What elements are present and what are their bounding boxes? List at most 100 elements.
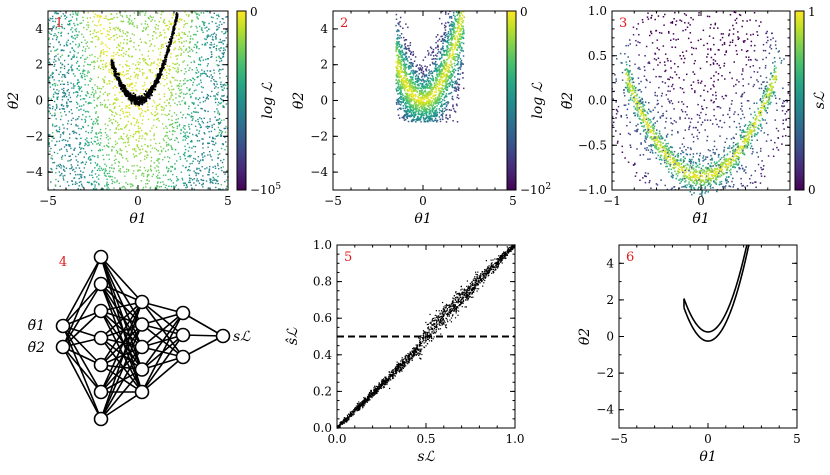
data-point — [163, 183, 165, 186]
curve-point — [113, 67, 115, 69]
data-point — [78, 146, 81, 149]
data-point — [197, 120, 199, 123]
data-point — [437, 69, 439, 71]
data-point — [423, 90, 426, 93]
data-point — [202, 72, 204, 75]
data-point — [98, 15, 101, 17]
data-point — [171, 133, 174, 136]
data-point — [192, 111, 195, 113]
data-point — [412, 54, 414, 56]
data-point — [207, 34, 209, 36]
data-point — [158, 62, 161, 64]
data-point — [193, 188, 195, 190]
data-point — [186, 160, 188, 162]
data-point — [113, 64, 116, 67]
curve-point — [149, 90, 152, 93]
data-point — [462, 63, 464, 65]
data-point — [172, 42, 175, 44]
curve-point — [161, 62, 164, 65]
data-point — [454, 82, 456, 85]
data-point — [47, 18, 50, 21]
data-point — [55, 28, 57, 30]
data-point — [193, 46, 195, 48]
data-point — [80, 175, 82, 178]
curve-point — [130, 101, 133, 103]
data-point — [76, 101, 78, 104]
data-point — [410, 114, 412, 116]
curve-point — [173, 28, 176, 30]
data-point — [425, 95, 428, 97]
data-point — [48, 32, 51, 35]
data-point — [449, 82, 451, 85]
data-point — [170, 185, 173, 188]
data-point — [168, 68, 170, 70]
curve-point — [140, 103, 142, 105]
data-point — [174, 40, 176, 42]
data-point — [146, 63, 148, 66]
data-point — [180, 52, 183, 55]
data-point — [225, 16, 227, 18]
data-point — [120, 128, 122, 130]
data-point — [217, 175, 219, 178]
data-point — [218, 24, 220, 26]
data-point — [171, 89, 173, 91]
data-point — [76, 60, 79, 63]
data-point — [169, 178, 171, 180]
data-point — [76, 67, 79, 70]
data-point — [125, 126, 127, 128]
data-point — [194, 33, 196, 36]
data-point — [101, 32, 104, 35]
data-point — [398, 80, 401, 83]
data-point — [119, 64, 121, 66]
data-point — [417, 111, 420, 114]
data-point — [462, 36, 465, 39]
data-point — [139, 127, 141, 129]
data-point — [55, 60, 57, 62]
data-point — [75, 174, 77, 176]
data-point — [419, 103, 421, 106]
data-point — [207, 142, 209, 145]
data-point — [103, 53, 105, 55]
data-point — [224, 131, 227, 133]
data-point — [440, 114, 442, 116]
curve-point — [153, 88, 155, 91]
data-point — [150, 112, 152, 114]
data-point — [78, 31, 80, 33]
data-point — [93, 181, 95, 183]
data-point — [154, 114, 156, 116]
data-point — [448, 77, 451, 79]
data-point — [78, 89, 81, 91]
data-point — [173, 153, 176, 156]
data-point — [411, 109, 414, 112]
data-point — [220, 135, 223, 137]
data-point — [152, 99, 155, 102]
data-point — [156, 165, 158, 167]
data-point — [194, 44, 197, 46]
data-point — [217, 104, 219, 106]
data-point — [217, 119, 219, 121]
data-point — [72, 183, 74, 186]
data-point — [405, 63, 408, 66]
curve-point — [111, 65, 113, 68]
curve-point — [171, 30, 174, 33]
data-point — [180, 41, 183, 44]
data-point — [181, 179, 184, 181]
curve-point — [135, 103, 137, 106]
data-point — [203, 70, 206, 73]
data-point — [207, 154, 209, 156]
data-point — [455, 20, 457, 23]
data-point — [425, 83, 428, 85]
data-point — [434, 62, 436, 64]
data-point — [189, 156, 191, 158]
data-point — [426, 66, 428, 68]
curve-point — [145, 97, 148, 99]
data-point — [127, 72, 129, 75]
data-point — [412, 119, 415, 122]
data-point — [188, 165, 190, 168]
data-point — [119, 169, 121, 172]
data-point — [217, 126, 220, 129]
data-point — [178, 95, 180, 97]
data-point — [449, 92, 451, 95]
data-point — [113, 107, 115, 110]
